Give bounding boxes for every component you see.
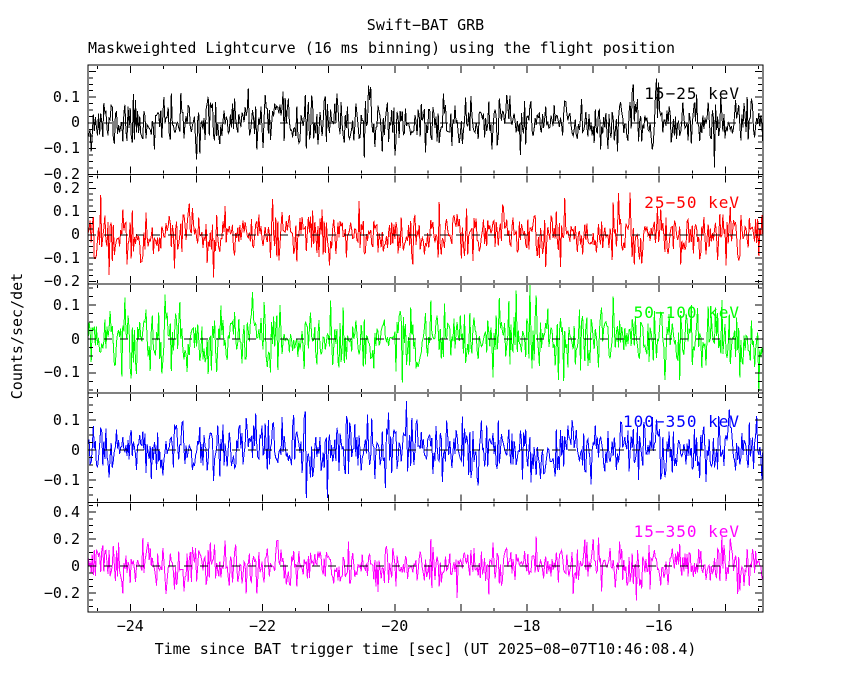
energy-band-label: 25−50 keV: [644, 193, 740, 213]
y-tick-label: 0.1: [52, 295, 80, 314]
y-tick-label: −0.2: [43, 583, 80, 602]
y-tick-label: 0: [70, 113, 80, 132]
x-tick-label: −22: [248, 617, 277, 635]
y-tick-label: −0.2: [43, 272, 80, 290]
x-tick-label: −16: [645, 617, 673, 635]
plot-subtitle: Maskweighted Lightcurve (16 ms binning) …: [88, 39, 675, 57]
energy-band-label: 50−100 keV: [633, 302, 740, 322]
y-tick-label: 0: [70, 556, 80, 575]
x-tick-label: −24: [116, 617, 144, 635]
lightcurve-series-4: [87, 536, 764, 601]
lightcurve-series-3: [87, 401, 764, 498]
x-axis-title: Time since BAT trigger time [sec] (UT 20…: [154, 640, 697, 658]
y-tick-label: −0.1: [43, 363, 80, 382]
y-tick-label: 0.4: [52, 502, 80, 521]
y-tick-label: 0.1: [52, 202, 80, 221]
y-tick-label: −0.1: [43, 139, 80, 158]
lightcurve-series-0: [87, 78, 764, 168]
y-tick-label: −0.2: [43, 164, 80, 183]
y-tick-label: 0.2: [52, 178, 80, 197]
y-tick-label: 0.2: [52, 529, 80, 548]
y-tick-label: 0: [70, 225, 80, 244]
y-tick-label: 0: [70, 440, 80, 459]
energy-band-label: 100−350 keV: [623, 412, 740, 432]
x-tick-label: −18: [513, 617, 541, 635]
lightcurve-series-2: [87, 285, 764, 391]
y-tick-label: −0.1: [43, 248, 80, 267]
y-tick-label: −0.1: [43, 470, 80, 489]
energy-band-label: 15−25 keV: [644, 84, 740, 103]
x-tick-label: −20: [381, 617, 409, 635]
y-tick-label: 0.1: [52, 87, 80, 106]
plot-title: Swift−BAT GRB: [366, 16, 485, 34]
energy-band-label: 15−350 keV: [633, 521, 740, 541]
y-tick-label: 0.1: [52, 410, 80, 429]
y-tick-label: 0: [70, 329, 80, 348]
